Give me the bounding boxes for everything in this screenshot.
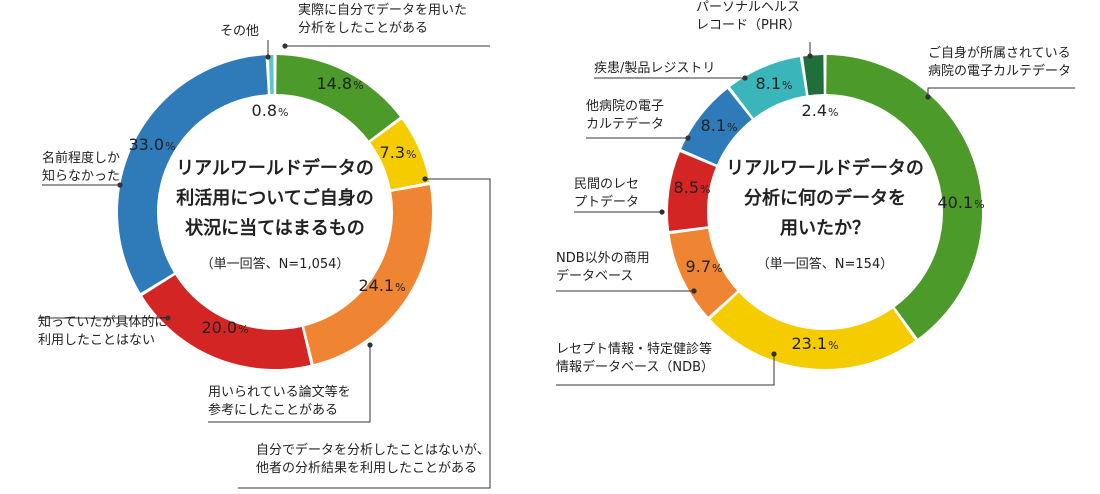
leader-line (208, 345, 371, 423)
donut-slice (669, 228, 738, 317)
data-label: 20.0% (201, 318, 248, 337)
donut-slice (668, 152, 716, 232)
data-label: 7.3% (380, 143, 417, 162)
category-label: その他 (220, 24, 259, 39)
leader-dot (659, 209, 665, 215)
donut-slice (730, 57, 807, 119)
donut-slice (826, 55, 983, 339)
center-subtitle: （単一回答、N=154） (757, 256, 893, 272)
leader-dot (742, 75, 748, 81)
category-label: ご自身が所属されている病院の電子カルテデータ (928, 45, 1071, 79)
category-label: 他病院の電子カルテデータ (586, 99, 664, 132)
leader-dot (117, 182, 123, 188)
donut-slice (304, 185, 432, 365)
data-label: 2.4% (802, 101, 839, 120)
center-title: リアルワールドデータの利活用についてご自身の状況に当てはまるもの (176, 157, 374, 239)
leader-dot (807, 53, 813, 59)
donut-slice (268, 55, 274, 95)
donut-slice (710, 292, 916, 369)
data-label: 8.1% (756, 74, 793, 93)
data-label: 33.0% (128, 135, 175, 154)
leader-line (927, 87, 1075, 97)
leader-line (238, 178, 491, 489)
leader-line (556, 354, 775, 386)
leader-dot (367, 342, 373, 348)
leader-dot (265, 54, 271, 60)
data-label: 8.1% (701, 116, 738, 135)
leader-dot (282, 43, 288, 49)
data-label: 9.7% (686, 257, 723, 276)
donut-chart-data-sources: 40.1% 23.1% 9.7% 8.5% 8.1% 8.1% 2.4% ご自身が所属されてい… (556, 0, 1075, 386)
donut-slice (370, 119, 430, 190)
data-label: 0.8% (252, 101, 289, 120)
category-label: パーソナルヘルスレコード（PHR） (696, 0, 801, 33)
category-label: NDB以外の商用データベース (556, 251, 650, 284)
leader-dot (691, 288, 697, 294)
category-label: 名前程度しか知らなかった (42, 150, 120, 184)
category-label: レセプト情報・特定健診等情報データベース（NDB） (556, 341, 714, 375)
donut-slice (118, 55, 268, 294)
leader-dot (165, 315, 171, 321)
leader-dot (925, 94, 931, 100)
data-label: 24.1% (358, 276, 405, 295)
donut-chart-usage-status: 14.8% 7.3% 24.1% 20.0% 33.0% 0.8% 実際に自分でデータを用い… (38, 2, 491, 489)
donut-slice (681, 88, 752, 165)
category-label: 疾患/製品レジストリ (594, 61, 715, 76)
category-label: 知っていたが具体的に利用したことはない (38, 314, 167, 348)
data-label: 23.1% (791, 334, 838, 353)
data-label: 14.8% (316, 74, 363, 93)
category-label: 民間のレセプトデータ (574, 177, 639, 210)
category-label: 自分でデータを分析したことはないが、他者の分析結果を利用したことがある (256, 442, 490, 476)
donut-slice (803, 55, 824, 96)
leader-dot (422, 176, 428, 182)
category-label: 用いられている論文等を参考にしたことがある (208, 384, 351, 418)
data-label: 40.1% (937, 193, 984, 212)
center-title: リアルワールドデータの分析に何のデータを用いたか？ (726, 157, 924, 239)
leader-dot (685, 135, 691, 141)
donut-slice (142, 275, 311, 369)
donut-slice (276, 55, 400, 141)
center-subtitle: （単一回答、N=1,054） (201, 256, 350, 272)
leader-dot (771, 351, 777, 357)
category-label: 実際に自分でデータを用いた分析をしたことがある (298, 2, 467, 36)
data-label: 8.5% (674, 178, 711, 197)
